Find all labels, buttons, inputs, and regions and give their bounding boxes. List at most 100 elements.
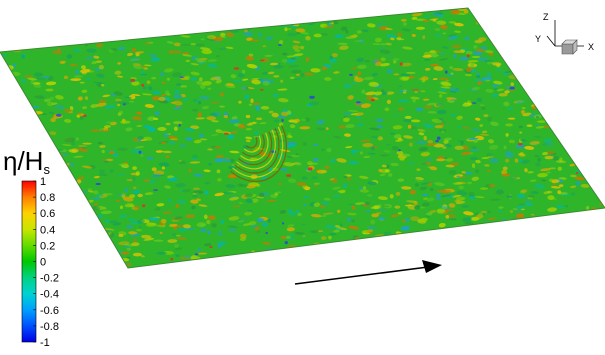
surface-blob [167,239,178,243]
surface-blob [245,127,252,131]
surface-blob [370,146,375,151]
surface-blob [44,98,51,103]
surface-blob [440,86,451,89]
surface-blob [546,171,551,174]
surface-blob [444,208,454,212]
surface-extreme-spot [259,89,264,91]
surface-blob [184,214,196,219]
surface-blob [131,57,140,62]
surface-blob [132,252,142,257]
surface-blob [281,111,289,117]
surface-blob [304,186,311,191]
surface-blob [166,77,170,81]
surface-blob [190,199,199,204]
surface-blob [515,101,521,104]
surface-blob [292,45,300,50]
surface-blob [343,117,350,123]
surface-blob [2,54,7,57]
surface-blob [400,225,411,231]
surface-blob [436,193,440,198]
surface-blob [533,135,542,139]
surface-blob [242,223,251,226]
surface-blob [277,88,288,91]
surface-blob [415,176,424,181]
surface-blob [501,169,508,175]
surface-blob [323,24,335,29]
surface-blob [21,54,25,59]
surface-blob [178,228,187,232]
surface-blob [114,70,122,75]
surface-blob [96,43,104,48]
surface-blob [185,127,195,132]
surface-blob [305,35,311,41]
surface-blob [313,182,320,186]
surface-blob [530,190,539,195]
surface-blob [436,208,446,213]
surface-blob [459,56,470,61]
surface-blob [104,228,115,231]
surface-blob [428,210,437,214]
surface-blob [383,231,392,236]
surface-blob [54,105,65,110]
surface-blob [336,158,347,163]
surface-blob [200,84,206,90]
surface-blob [294,49,301,52]
surface-blob [361,89,366,94]
surface-blob [492,62,502,66]
surface-blob [207,35,216,40]
surface-blob [440,194,452,198]
surface-blob [366,210,370,213]
surface-blob [346,177,352,181]
surface-blob [84,56,95,60]
surface-blob [402,46,413,50]
surface-blob [419,186,428,191]
surface-blob [203,214,208,220]
surface-blob [467,61,473,67]
surface-blob [130,233,140,237]
surface-blob [429,18,439,21]
surface-blob [289,76,295,80]
surface-blob [393,60,397,64]
surface-blob [197,112,202,118]
surface-blob [401,28,411,32]
surface-blob [118,233,124,237]
surface-blob [363,186,367,190]
surface-blob [228,216,240,221]
surface-blob [193,190,204,194]
surface-blob [296,162,302,166]
surface-blob [281,58,288,63]
surface-blob [491,93,499,98]
surface-blob [324,224,336,229]
surface-blob [277,115,286,119]
surface-extreme-spot [399,62,403,66]
surface-blob [82,142,92,145]
surface-blob [207,63,218,68]
surface-blob [227,225,239,229]
surface-blob [519,131,523,134]
surface-blob [429,50,437,54]
surface-blob [218,230,222,233]
surface-blob [207,59,218,62]
surface-blob [505,158,510,163]
surface-blob [154,207,161,211]
surface-blob [288,211,297,216]
surface-blob [89,197,101,200]
surface-blob [134,145,145,149]
surface-blob [411,16,418,20]
surface-blob [49,131,57,136]
surface-blob [354,40,364,42]
surface-blob [503,145,507,150]
surface-blob [367,181,377,186]
surface-blob [244,94,250,100]
surface-blob [262,80,270,86]
surface-blob [214,158,224,163]
surface-blob [417,129,426,132]
surface-blob [217,231,223,237]
surface-blob [139,73,148,76]
surface-blob [27,77,38,81]
surface-blob [143,136,153,141]
surface-blob [454,145,464,150]
surface-blob [477,57,489,62]
surface-blob [339,45,349,51]
surface-blob [278,182,282,186]
